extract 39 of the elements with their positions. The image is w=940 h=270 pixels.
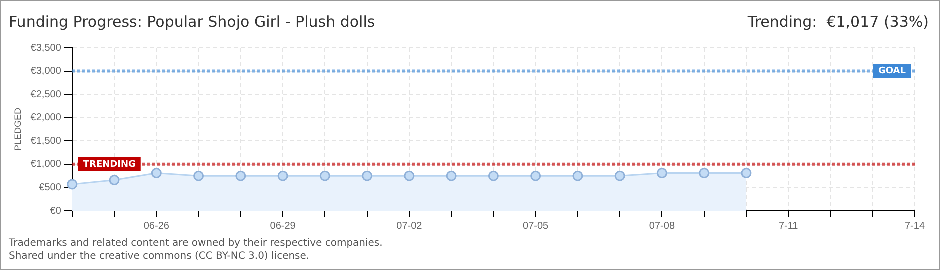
- y-axis-title: PLEDGED: [12, 107, 23, 152]
- point: [530, 170, 542, 182]
- x-tick-label: 7-11: [778, 220, 799, 232]
- y-tick-label: €1,500: [30, 136, 62, 147]
- point: [656, 168, 668, 179]
- y-tick-label: €2,500: [30, 89, 62, 100]
- x-tick-label: 7-14: [904, 220, 926, 232]
- chart-title: Funding Progress: Popular Shojo Girl - Plush dolls: [9, 13, 376, 31]
- chart-subtitle: Trending: €1,017 (33%): [748, 13, 929, 31]
- point: [614, 170, 626, 182]
- x-tick-label: 07-05: [523, 220, 550, 232]
- point: [699, 168, 710, 179]
- x-tick-label: 07-08: [649, 220, 676, 232]
- y-tick-label: €2,000: [30, 112, 62, 124]
- point: [572, 170, 584, 182]
- text: Trademarks and related content are owned by their respective companies.: [9, 237, 383, 250]
- ref-line-label: GOAL: [878, 66, 906, 77]
- ref-line-label: TRENDING: [83, 160, 136, 170]
- point: [320, 170, 330, 182]
- point: [404, 170, 415, 182]
- point: [741, 168, 752, 179]
- point: [236, 170, 246, 182]
- text: Shared under the creative commons (CC BY-NC 3.0) license.: [9, 250, 311, 263]
- point: [446, 170, 457, 182]
- point: [109, 175, 120, 186]
- x-tick-label: 06-29: [270, 220, 296, 232]
- y-tick-label: €500: [39, 182, 62, 194]
- point: [488, 170, 499, 182]
- point: [194, 170, 204, 182]
- point: [151, 168, 162, 179]
- y-tick-label: €3,500: [30, 42, 62, 54]
- point: [278, 170, 288, 182]
- x-tick-label: 07-02: [396, 220, 423, 232]
- point: [362, 170, 373, 182]
- x-tick-label: 06-26: [144, 220, 170, 232]
- y-tick-label: €3,000: [30, 66, 62, 78]
- y-tick-label: €1,000: [30, 159, 62, 170]
- point: [67, 179, 78, 190]
- y-tick-label: €0: [50, 206, 62, 217]
